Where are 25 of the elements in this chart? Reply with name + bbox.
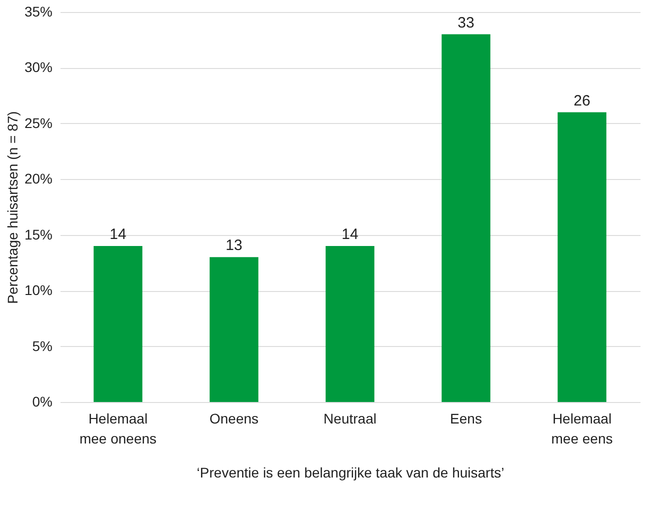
y-tick-label: 10% xyxy=(24,282,52,298)
x-tick-label: Oneens xyxy=(209,410,259,426)
y-tick-label: 15% xyxy=(24,226,52,242)
y-tick-label: 5% xyxy=(32,338,52,354)
x-tick-label: Helemaal mee oneens xyxy=(79,410,157,446)
data-label: 13 xyxy=(226,237,242,254)
bar xyxy=(442,34,490,402)
y-tick-label: 25% xyxy=(24,114,52,131)
x-tick-label: Eens xyxy=(450,410,482,426)
y-tick-label: 35% xyxy=(24,4,52,20)
x-tick-label: Neutraal xyxy=(324,410,376,426)
y-tick-label: 30% xyxy=(24,59,52,76)
y-axis-title: Percentage huisartsen (n = 87) xyxy=(4,111,20,304)
bar xyxy=(326,246,374,402)
bar xyxy=(210,257,258,402)
data-label: 14 xyxy=(110,226,126,243)
bar xyxy=(558,112,606,402)
data-label: 26 xyxy=(574,92,590,110)
data-label: 33 xyxy=(458,14,474,32)
bar xyxy=(94,246,142,402)
y-tick-label: 20% xyxy=(24,170,52,187)
x-tick-label: Helemaal mee eens xyxy=(551,410,613,446)
x-axis-title: ‘Preventie is een belangrijke taak van de huisarts’ xyxy=(196,464,504,480)
data-label: 14 xyxy=(342,226,358,243)
y-tick-label: 0% xyxy=(32,394,52,410)
